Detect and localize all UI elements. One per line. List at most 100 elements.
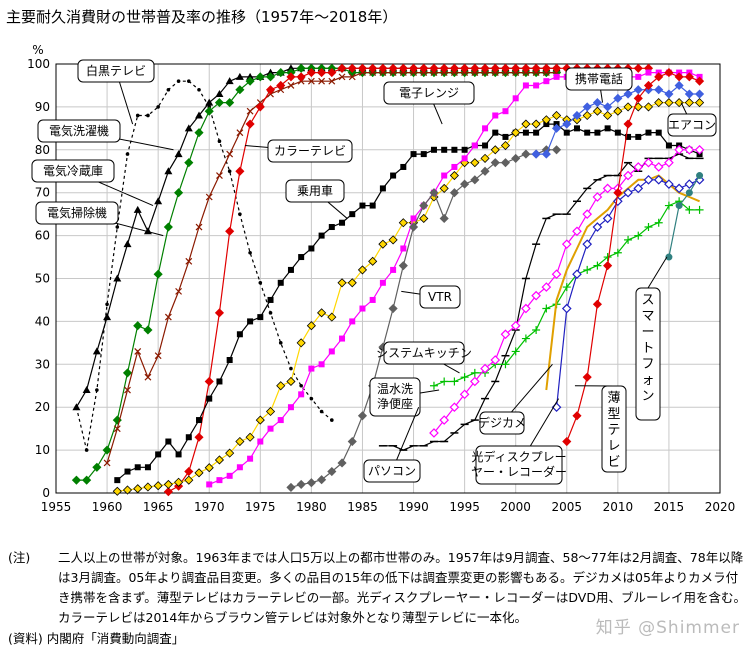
data-point [298,391,305,398]
data-point [338,73,346,81]
data-point [235,85,245,95]
callout-box [37,119,121,143]
data-point [144,373,152,381]
data-point [653,162,664,172]
callout-label: カラーテレビ [274,144,346,158]
data-point [185,434,192,441]
data-point [541,63,551,73]
data-point [308,245,315,252]
series-line [75,67,557,408]
data-point [174,477,184,487]
series-callout: 電子レンジ [383,81,475,125]
data-point [449,188,459,198]
data-point [501,360,510,369]
data-point [339,219,346,226]
data-point [328,224,335,231]
data-point [247,318,254,325]
series-line [545,174,700,391]
data-point [225,98,235,108]
data-point [582,372,592,382]
data-point [318,232,325,239]
series-line [106,71,557,464]
data-point [461,146,468,153]
data-point [551,269,562,280]
data-point [289,366,293,371]
callout-label: 乗用車 [297,184,333,198]
data-point [236,331,243,338]
data-point [163,222,173,232]
data-point [235,436,245,447]
data-point [441,146,448,153]
callout-box [667,113,717,137]
data-point [684,72,694,82]
y-tick-label: 30 [35,357,50,371]
data-point [602,183,613,194]
data-point [674,80,684,91]
data-point [482,125,489,132]
data-point [175,451,182,458]
x-tick-label: 1955 [41,500,72,514]
data-point [643,174,654,185]
data-point [357,63,368,73]
data-point [664,157,674,168]
data-point [174,188,184,198]
data-point [174,150,183,158]
series-callout: VTR [401,285,461,309]
data-point [553,73,560,80]
data-point [603,261,613,271]
data-point [226,472,233,479]
data-point [296,479,306,489]
series-line [116,123,700,481]
data-point [684,98,694,108]
series-callout: カラーテレビ [244,139,353,163]
data-point [236,464,243,471]
callout-box [475,445,563,485]
callout-label: ト [641,341,654,356]
data-point [277,279,284,286]
data-point [522,82,529,89]
data-point [196,417,203,424]
note-text: 二人以上の世帯が対象。1963年までは人口5万以上の都市世帯のみ。1957年は9… [58,550,746,625]
data-point [113,425,121,433]
data-point [532,325,541,334]
data-point [197,87,201,92]
series-callout: 電気掃除機 [35,201,164,237]
data-point [470,175,480,185]
x-tick-label: 1965 [143,500,174,514]
callout-label: システムキッチン [376,346,472,360]
data-point [674,98,684,108]
data-point [551,110,562,121]
data-point [306,478,316,488]
data-point [247,455,254,462]
x-tick-label: 1990 [398,500,429,514]
callout-label: ォ [641,373,654,388]
data-point [102,445,112,455]
data-point [521,63,531,73]
data-point [643,80,654,91]
data-point [420,151,427,158]
data-point [439,415,450,425]
data-point [184,124,193,132]
data-point [470,158,480,168]
data-point [114,477,121,484]
data-point [238,212,242,216]
data-point [225,226,235,236]
data-point [349,318,356,325]
data-point [410,215,417,222]
x-tick-label: 2020 [705,500,736,514]
callout-label: ス [641,293,654,308]
data-point [339,335,346,342]
data-point [480,153,490,163]
data-point [195,223,203,231]
data-point [267,296,274,303]
callout-label: 電子レンジ [399,86,459,100]
data-point [533,82,540,89]
data-point [510,320,521,331]
data-point [695,89,705,99]
data-point [551,145,562,155]
x-tick-label: 1975 [245,500,276,514]
callout-label: ヤー・レコーダー [471,464,567,479]
series-line [556,179,700,408]
data-point [511,128,521,138]
data-point [124,468,131,475]
